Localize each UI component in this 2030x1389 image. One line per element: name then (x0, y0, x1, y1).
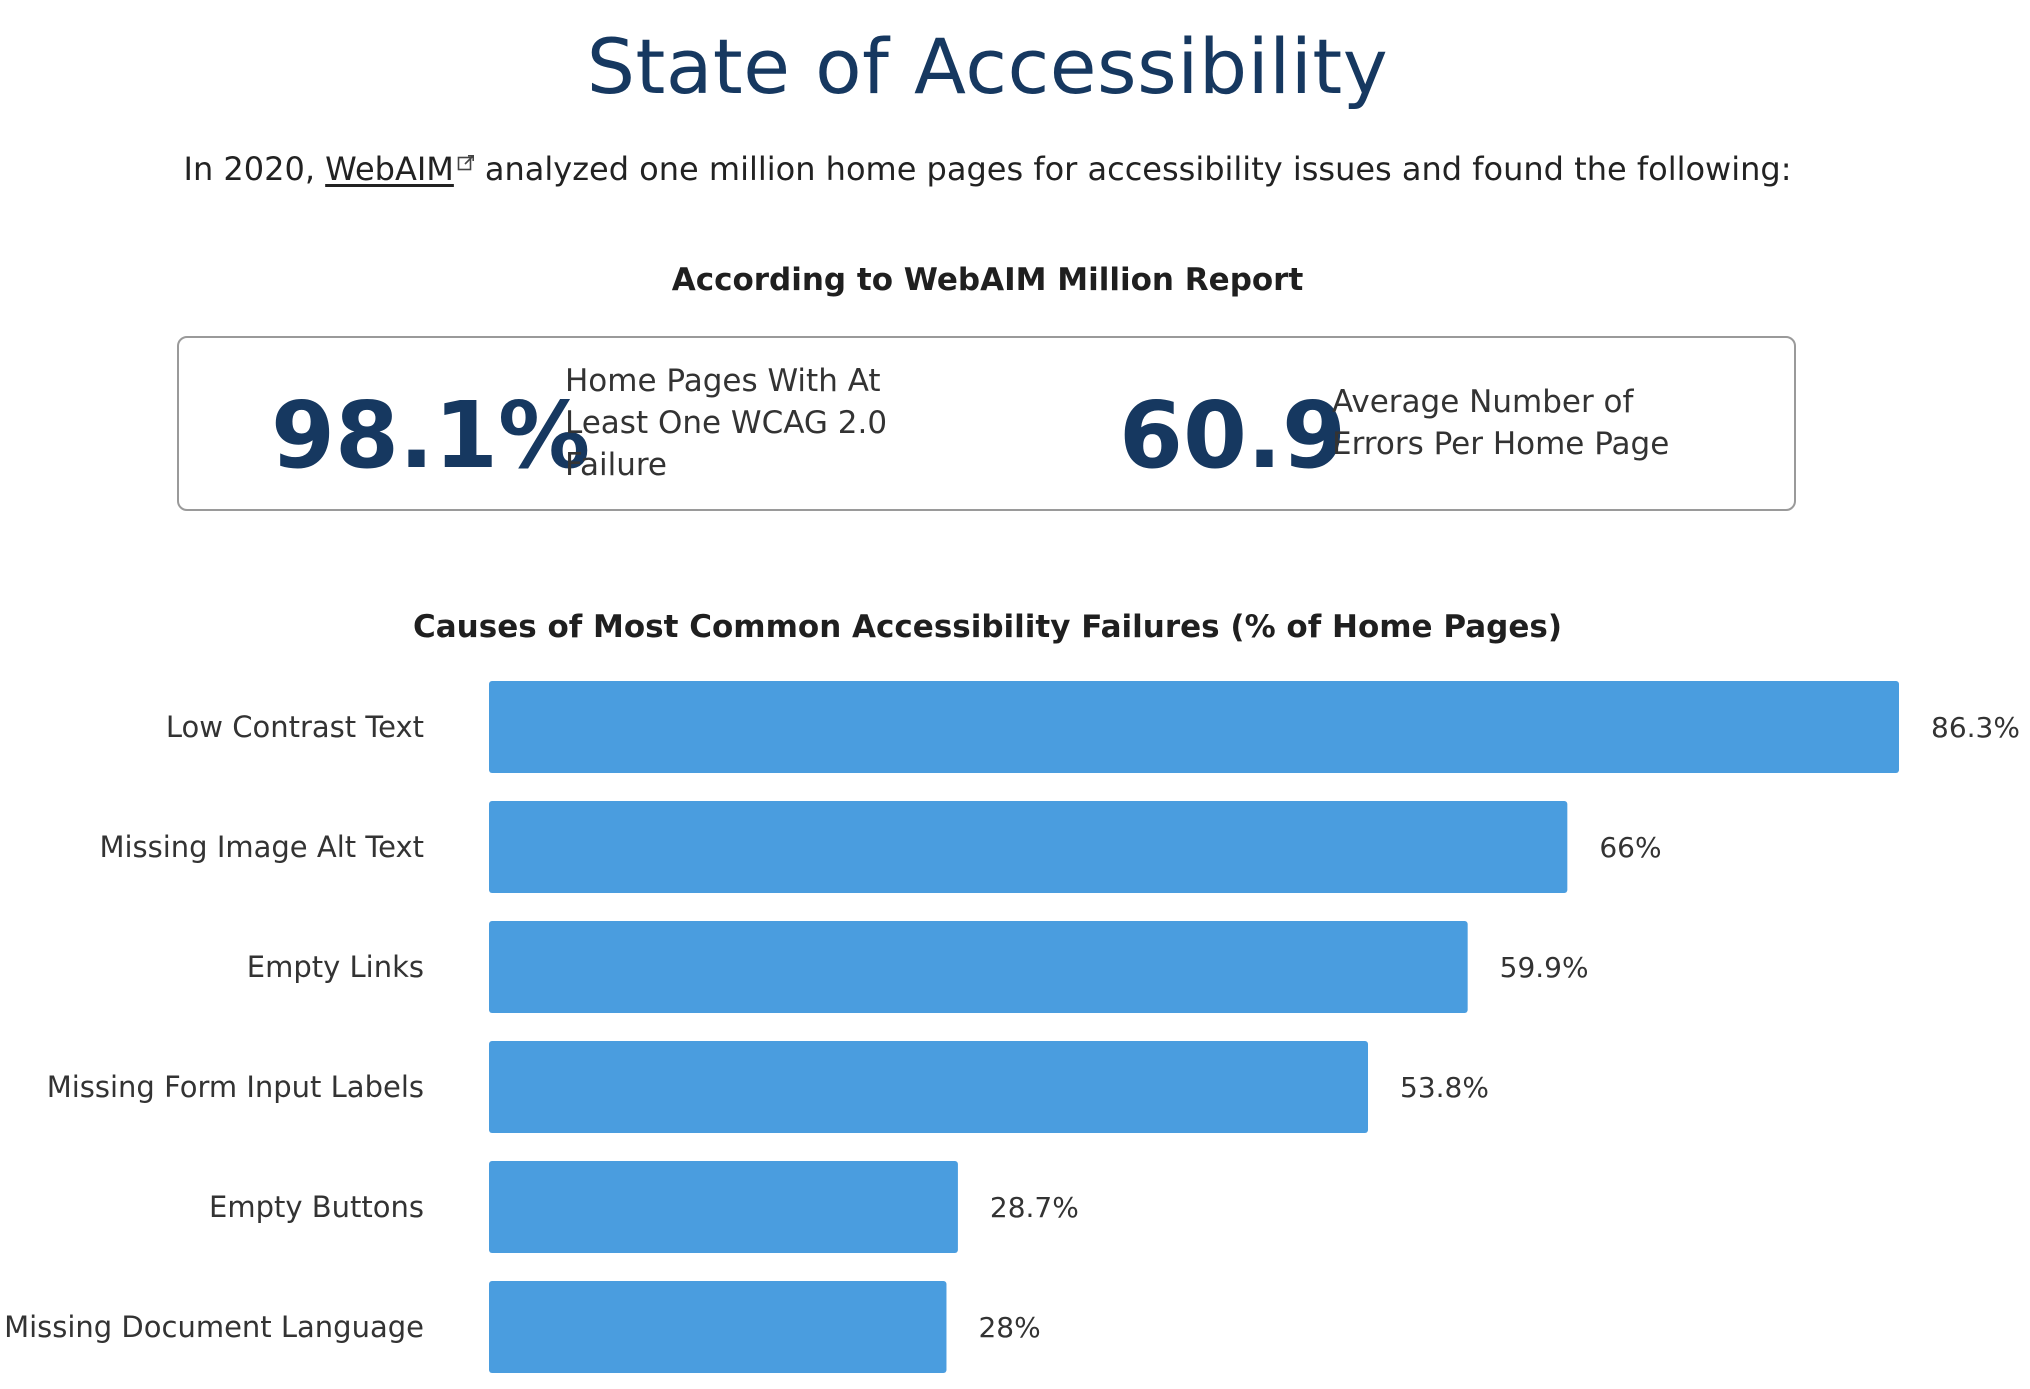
stat-errors-label-line: Average Number of (1332, 384, 1634, 420)
value-label: 86.3% (1931, 711, 2020, 744)
category-label: Empty Buttons (209, 1190, 424, 1224)
value-label: 28% (978, 1311, 1040, 1344)
value-label: 66% (1599, 831, 1661, 864)
bar (489, 921, 1468, 1013)
webaim-link[interactable]: WebAIM (325, 150, 454, 188)
stat-percent-label-line: Least One WCAG 2.0 (565, 405, 888, 441)
intro-suffix: analyzed one million home pages for acce… (484, 150, 1792, 188)
value-label: 28.7% (990, 1191, 1079, 1224)
category-label: Missing Image Alt Text (99, 830, 424, 864)
stat-errors-label-line: Errors Per Home Page (1332, 426, 1670, 462)
bar (489, 681, 1899, 773)
bar (489, 801, 1568, 893)
value-label: 53.8% (1400, 1071, 1489, 1104)
stat-percent-label: Home Pages With At Least One WCAG 2.0 Fa… (565, 360, 887, 486)
category-label: Missing Document Language (4, 1310, 424, 1344)
chart-title: Causes of Most Common Accessibility Fail… (413, 609, 1562, 645)
page-title: State of Accessibility (586, 22, 1389, 111)
external-link-icon (457, 142, 475, 180)
stat-errors-label: Average Number of Errors Per Home Page (1332, 381, 1669, 465)
bar (489, 1041, 1369, 1133)
stat-percent-value: 98.1% (271, 382, 591, 489)
category-label: Low Contrast Text (166, 710, 424, 744)
bar (489, 1161, 958, 1253)
category-label: Empty Links (247, 950, 424, 984)
intro-text: In 2020, WebAIM analyzed one million home… (0, 142, 1975, 188)
category-label: Missing Form Input Labels (47, 1070, 424, 1104)
stats-box: 98.1% Home Pages With At Least One WCAG … (177, 336, 1796, 511)
bar (489, 1281, 947, 1373)
stat-percent-label-line: Home Pages With At (565, 363, 881, 399)
report-heading: According to WebAIM Million Report (671, 262, 1304, 298)
stat-errors-value: 60.9 (1119, 382, 1346, 489)
stat-percent-label-line: Failure (565, 447, 667, 483)
value-label: 59.9% (1500, 951, 1589, 984)
intro-prefix: In 2020, (183, 150, 326, 188)
